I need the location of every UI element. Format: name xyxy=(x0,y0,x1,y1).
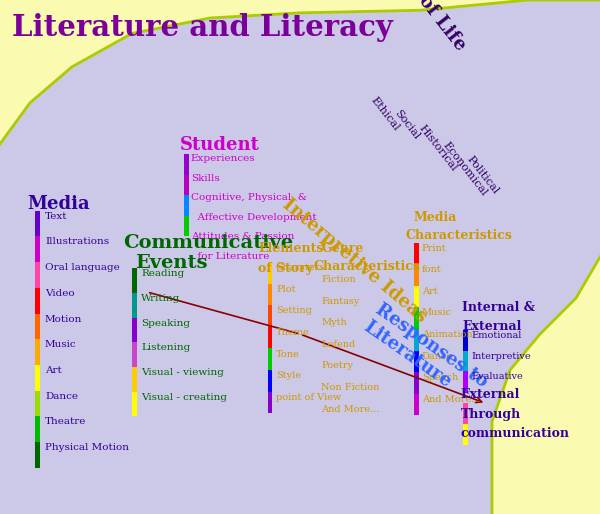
Text: Poetry: Poetry xyxy=(321,361,353,371)
Text: point of View: point of View xyxy=(276,393,341,402)
Text: of Story: of Story xyxy=(258,262,313,275)
Text: And More...: And More... xyxy=(321,405,380,414)
Bar xyxy=(184,175,189,195)
Bar xyxy=(132,293,137,318)
Text: Evaluative: Evaluative xyxy=(472,372,523,381)
Bar xyxy=(35,365,40,391)
Text: Interpretive Ideas: Interpretive Ideas xyxy=(279,195,430,326)
Bar xyxy=(132,342,137,367)
Text: Visual - viewing: Visual - viewing xyxy=(141,368,224,377)
Bar xyxy=(463,371,468,392)
Text: Lefend: Lefend xyxy=(321,340,355,349)
Text: Style: Style xyxy=(276,371,301,380)
Text: Affective Development: Affective Development xyxy=(191,213,316,222)
Bar xyxy=(35,236,40,262)
Text: Social: Social xyxy=(393,108,422,141)
Text: Skills: Skills xyxy=(191,174,220,183)
Bar xyxy=(35,339,40,365)
Text: Visual - creating: Visual - creating xyxy=(141,393,227,402)
Text: Historical: Historical xyxy=(417,123,459,173)
Text: Attitudes & Passion: Attitudes & Passion xyxy=(191,232,294,242)
Text: Text: Text xyxy=(45,212,67,221)
Text: Theme: Theme xyxy=(276,328,310,337)
Text: Media: Media xyxy=(414,211,457,224)
Bar xyxy=(35,442,40,468)
Bar xyxy=(35,416,40,442)
Bar xyxy=(414,372,419,394)
Text: And More...: And More... xyxy=(422,395,480,404)
Bar xyxy=(268,262,272,284)
Bar xyxy=(414,243,419,264)
Bar xyxy=(268,284,272,305)
Text: Elements: Elements xyxy=(258,242,323,254)
Text: Emotional: Emotional xyxy=(472,331,522,340)
Text: Internal &: Internal & xyxy=(462,301,535,314)
Text: Oral language: Oral language xyxy=(45,263,120,272)
Bar xyxy=(184,154,189,175)
Text: Video: Video xyxy=(45,289,74,298)
Text: Events: Events xyxy=(135,254,208,272)
Text: font: font xyxy=(422,265,442,274)
Bar xyxy=(35,262,40,288)
Text: for Literature: for Literature xyxy=(191,252,269,261)
Text: Illustrations: Illustrations xyxy=(45,237,109,247)
Text: Ethical: Ethical xyxy=(369,95,401,133)
Bar xyxy=(132,268,137,293)
Text: Physical Motion: Physical Motion xyxy=(45,443,129,452)
Bar xyxy=(463,424,468,445)
Bar xyxy=(463,351,468,371)
Text: Music: Music xyxy=(45,340,77,350)
Text: Characteristics: Characteristics xyxy=(313,260,420,272)
Bar xyxy=(414,351,419,372)
Bar xyxy=(132,367,137,392)
Text: Art: Art xyxy=(422,287,437,296)
Text: Music: Music xyxy=(422,308,452,318)
Text: Fantasy: Fantasy xyxy=(321,297,359,306)
Text: Contexts of Life: Contexts of Life xyxy=(357,0,469,54)
Bar xyxy=(414,286,419,307)
Text: Fiction: Fiction xyxy=(321,275,356,284)
Bar xyxy=(268,370,272,392)
Text: Dance: Dance xyxy=(45,392,78,401)
Text: Non Fiction: Non Fiction xyxy=(321,383,379,392)
Text: communication: communication xyxy=(461,427,570,440)
Text: Genre: Genre xyxy=(321,242,364,254)
Bar xyxy=(414,264,419,286)
Text: Political: Political xyxy=(465,154,501,196)
Text: Animation: Animation xyxy=(422,330,472,339)
Text: Listening: Listening xyxy=(141,343,190,353)
Bar xyxy=(132,318,137,342)
Text: Experiences: Experiences xyxy=(191,154,256,163)
Text: Tone: Tone xyxy=(276,350,300,359)
Bar xyxy=(463,330,468,351)
Bar xyxy=(132,392,137,416)
Text: Motion: Motion xyxy=(45,315,82,324)
Text: Interpretive: Interpretive xyxy=(472,352,531,361)
Bar xyxy=(414,307,419,329)
Text: Communicative: Communicative xyxy=(123,234,293,252)
Bar xyxy=(35,288,40,314)
Text: Setting: Setting xyxy=(276,306,312,316)
Text: Speaking: Speaking xyxy=(141,319,190,328)
Text: Reading: Reading xyxy=(141,269,184,279)
Bar xyxy=(268,327,272,348)
Text: Dance: Dance xyxy=(422,352,453,361)
Text: Student: Student xyxy=(180,136,260,154)
Text: Through: Through xyxy=(461,408,521,420)
Bar xyxy=(35,314,40,339)
Text: Myth: Myth xyxy=(321,318,347,327)
Text: Cognitive, Physical, &: Cognitive, Physical, & xyxy=(191,193,307,203)
Text: Charaters: Charaters xyxy=(276,263,325,272)
Text: Characteristics: Characteristics xyxy=(405,229,512,242)
Text: Economical: Economical xyxy=(441,140,489,197)
Text: Writing: Writing xyxy=(141,294,180,303)
Bar xyxy=(268,392,272,413)
Text: Media: Media xyxy=(27,195,89,213)
Bar xyxy=(35,391,40,416)
Text: Print: Print xyxy=(422,244,446,253)
Text: Theatre: Theatre xyxy=(45,417,86,427)
Text: Speech: Speech xyxy=(422,373,458,382)
Bar xyxy=(463,403,468,424)
Text: External: External xyxy=(462,320,521,333)
